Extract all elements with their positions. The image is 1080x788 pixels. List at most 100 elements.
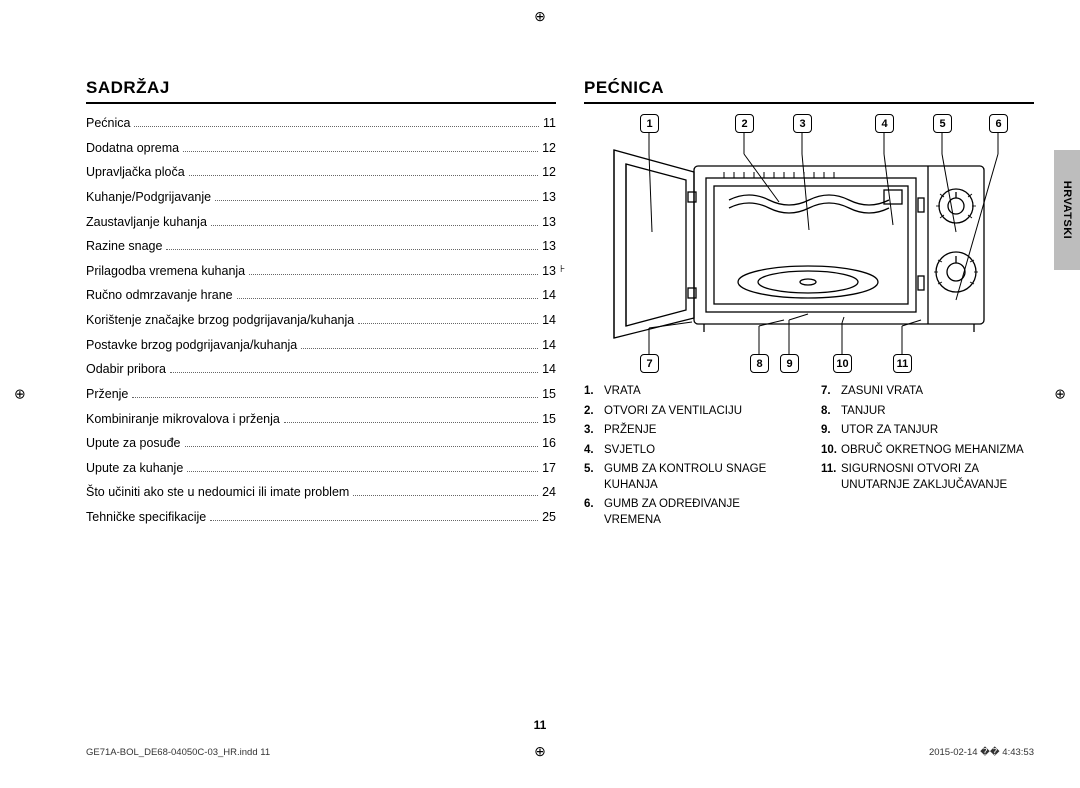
toc-label: Dodatna oprema (86, 139, 179, 157)
toc-page: 24 (542, 483, 556, 501)
toc-page: 25 (542, 508, 556, 526)
toc-page: 14 (542, 311, 556, 329)
toc-page: 14 (542, 286, 556, 304)
toc-page: 16 (542, 434, 556, 452)
legend-text: SVJETLO (604, 443, 655, 459)
legend-text: GUMB ZA ODREĐIVANJE VREMENA (604, 497, 797, 528)
toc-dots (210, 520, 538, 521)
toc-page: 12 (542, 139, 556, 157)
legend-num: 2. (584, 404, 604, 420)
legend-item: 5.GUMB ZA KONTROLU SNAGE KUHANJA (584, 462, 797, 493)
toc-label: Korištenje značajke brzog podgrijavanja/… (86, 311, 354, 329)
right-column: PEĆNICA (584, 78, 1034, 533)
legend-item: 9.UTOR ZA TANJUR (821, 423, 1034, 439)
toc-row: Prilagodba vremena kuhanja13 (86, 262, 556, 280)
toc-dots (132, 397, 538, 398)
toc-dots (249, 274, 538, 275)
callout-6: 6 (989, 114, 1008, 133)
footer-filename: GE71A-BOL_DE68-04050C-03_HR.indd 11 (86, 747, 270, 758)
legend-item: 6.GUMB ZA ODREĐIVANJE VREMENA (584, 497, 797, 528)
toc-page: 13 (542, 237, 556, 255)
toc-label: Zaustavljanje kuhanja (86, 213, 207, 231)
toc-label: Kombiniranje mikrovalova i prženja (86, 410, 280, 428)
toc-row: Upravljačka ploča12 (86, 163, 556, 181)
callout-11: 11 (893, 354, 912, 373)
leader-lines (584, 114, 1014, 374)
toc-dots (358, 323, 538, 324)
legend-text: OTVORI ZA VENTILACIJU (604, 404, 742, 420)
toc-row: Zaustavljanje kuhanja 13 (86, 213, 556, 231)
toc-dots (215, 200, 538, 201)
callout-4: 4 (875, 114, 894, 133)
legend-num: 11. (821, 462, 841, 493)
toc-page: 15 (542, 385, 556, 403)
footer-timestamp: 2015-02-14 �� 4:43:53 (929, 747, 1034, 758)
toc-dots (185, 446, 539, 447)
toc-label: Prženje (86, 385, 128, 403)
registration-mark-top: ⊕ (534, 8, 546, 25)
toc-label: Pećnica (86, 114, 130, 132)
toc-dots (189, 175, 538, 176)
registration-mark-right: ⊕ (1054, 386, 1066, 403)
legend-text: ZASUNI VRATA (841, 384, 923, 400)
oven-diagram: 1234567891011 (584, 114, 1014, 374)
toc-row: Upute za kuhanje17 (86, 459, 556, 477)
callout-2: 2 (735, 114, 754, 133)
toc-page: 13 (542, 213, 556, 231)
legend-item: 1.VRATA (584, 384, 797, 400)
toc-label: Kuhanje/Podgrijavanje (86, 188, 211, 206)
language-tab: HRVATSKI (1054, 150, 1080, 270)
toc-page: 17 (542, 459, 556, 477)
toc-dots (237, 298, 538, 299)
toc-dots (211, 225, 538, 226)
toc-row: Kombiniranje mikrovalova i prženja15 (86, 410, 556, 428)
legend-item: 3.PRŽENJE (584, 423, 797, 439)
toc-label: Što učiniti ako ste u nedoumici ili imat… (86, 483, 349, 501)
legend-num: 6. (584, 497, 604, 528)
toc-label: Odabir pribora (86, 360, 166, 378)
legend-num: 3. (584, 423, 604, 439)
legend-num: 10. (821, 443, 841, 459)
legend-num: 5. (584, 462, 604, 493)
toc-page: 11 (543, 114, 556, 132)
callout-10: 10 (833, 354, 852, 373)
toc-page: 13 (542, 188, 556, 206)
toc-label: Postavke brzog podgrijavanja/kuhanja (86, 336, 297, 354)
legend-item: 10.OBRUČ OKRETNOG MEHANIZMA (821, 443, 1034, 459)
print-footer: GE71A-BOL_DE68-04050C-03_HR.indd 11 2015… (86, 747, 1034, 758)
toc-dots (166, 249, 538, 250)
toc-label: Prilagodba vremena kuhanja (86, 262, 245, 280)
toc-dots (187, 471, 538, 472)
toc-row: Što učiniti ako ste u nedoumici ili imat… (86, 483, 556, 501)
legend-right-col: 7.ZASUNI VRATA8.TANJUR9.UTOR ZA TANJUR10… (821, 384, 1034, 532)
callout-7: 7 (640, 354, 659, 373)
legend-text: GUMB ZA KONTROLU SNAGE KUHANJA (604, 462, 797, 493)
legend-text: PRŽENJE (604, 423, 656, 439)
cut-mark: ⊦ (560, 264, 565, 275)
toc-label: Upute za posuđe (86, 434, 181, 452)
columns-container: SADRŽAJ Pećnica11Dodatna oprema12Upravlj… (86, 78, 1034, 533)
legend-num: 9. (821, 423, 841, 439)
toc-label: Razine snage (86, 237, 162, 255)
toc-row: Razine snage 13 (86, 237, 556, 255)
toc-dots (183, 151, 538, 152)
toc-label: Tehničke specifikacije (86, 508, 206, 526)
oven-heading: PEĆNICA (584, 78, 1034, 104)
toc-row: Prženje 15 (86, 385, 556, 403)
legend-num: 1. (584, 384, 604, 400)
toc-dots (170, 372, 538, 373)
toc-row: Korištenje značajke brzog podgrijavanja/… (86, 311, 556, 329)
callout-5: 5 (933, 114, 952, 133)
page-number: 11 (534, 718, 547, 732)
toc-row: Postavke brzog podgrijavanja/kuhanja14 (86, 336, 556, 354)
legend-text: OBRUČ OKRETNOG MEHANIZMA (841, 443, 1024, 459)
toc-label: Upravljačka ploča (86, 163, 185, 181)
toc-row: Dodatna oprema 12 (86, 139, 556, 157)
legend-item: 8.TANJUR (821, 404, 1034, 420)
legend: 1.VRATA2.OTVORI ZA VENTILACIJU3.PRŽENJE4… (584, 384, 1034, 532)
toc-row: Tehničke specifikacije 25 (86, 508, 556, 526)
language-tab-label: HRVATSKI (1061, 181, 1073, 239)
legend-item: 11.SIGURNOSNI OTVORI ZA UNUTARNJE ZAKLJU… (821, 462, 1034, 493)
toc-row: Ručno odmrzavanje hrane14 (86, 286, 556, 304)
toc-dots (134, 126, 539, 127)
